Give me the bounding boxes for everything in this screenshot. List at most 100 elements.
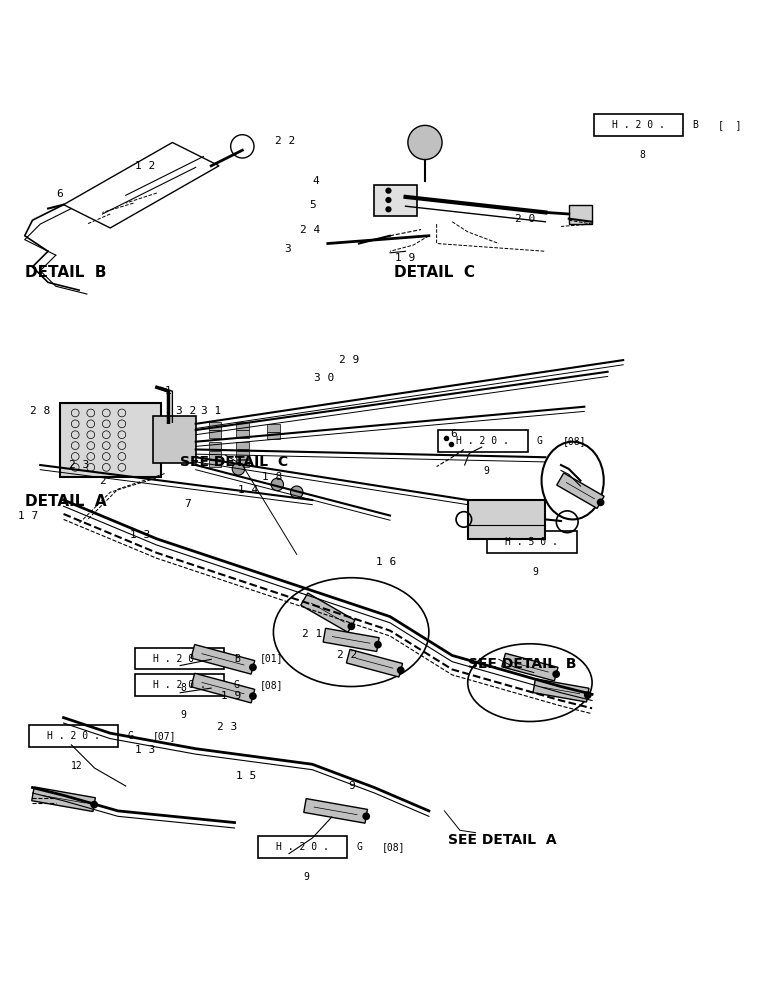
Polygon shape: [32, 787, 95, 812]
FancyBboxPatch shape: [468, 500, 545, 539]
Text: 8: 8: [181, 683, 186, 693]
Polygon shape: [303, 799, 367, 823]
Circle shape: [90, 801, 98, 809]
Text: 6: 6: [56, 189, 63, 199]
Text: 1 3: 1 3: [135, 745, 155, 755]
Text: 3 1: 3 1: [201, 406, 222, 416]
Circle shape: [385, 206, 392, 212]
Circle shape: [249, 663, 257, 671]
Text: B: B: [234, 654, 239, 664]
FancyBboxPatch shape: [236, 451, 249, 459]
Polygon shape: [301, 593, 355, 632]
Text: DETAIL  A: DETAIL A: [25, 494, 106, 509]
Text: 2 3: 2 3: [217, 722, 237, 732]
Text: B: B: [693, 120, 698, 130]
Polygon shape: [557, 473, 604, 508]
Polygon shape: [533, 679, 589, 702]
Text: 2 0: 2 0: [515, 214, 535, 224]
Text: H . 2 0 .: H . 2 0 .: [47, 731, 100, 741]
Text: 1 8: 1 8: [262, 472, 282, 482]
Text: G: G: [356, 842, 363, 852]
FancyBboxPatch shape: [209, 451, 222, 459]
Circle shape: [385, 188, 392, 194]
Circle shape: [584, 691, 592, 699]
Text: 4: 4: [313, 176, 320, 186]
FancyBboxPatch shape: [209, 422, 222, 430]
Text: 6: 6: [450, 429, 457, 439]
Text: 1 5: 1 5: [236, 771, 257, 781]
Text: 9: 9: [348, 781, 355, 791]
Text: H . 2 0 .: H . 2 0 .: [612, 120, 665, 130]
Text: 3 2: 3 2: [176, 406, 197, 416]
Text: G: G: [127, 731, 133, 741]
FancyBboxPatch shape: [135, 648, 225, 669]
Text: SEE DETAIL  C: SEE DETAIL C: [180, 455, 289, 469]
FancyBboxPatch shape: [236, 430, 249, 438]
FancyBboxPatch shape: [438, 430, 527, 452]
Text: 1 3: 1 3: [129, 530, 150, 540]
Text: H . 5 0 .: H . 5 0 .: [505, 537, 558, 547]
Text: 1 2: 1 2: [135, 161, 155, 171]
Text: 2 2: 2 2: [275, 136, 295, 146]
Text: 2 8: 2 8: [30, 406, 51, 416]
Text: [08]: [08]: [260, 680, 283, 690]
Circle shape: [397, 666, 405, 674]
Text: 2 3: 2 3: [69, 460, 89, 470]
Text: DETAIL  C: DETAIL C: [394, 265, 475, 280]
Text: 1 6: 1 6: [376, 557, 396, 567]
Text: G: G: [234, 680, 239, 690]
Circle shape: [271, 478, 283, 491]
Text: 3 0: 3 0: [314, 373, 334, 383]
FancyBboxPatch shape: [258, 836, 347, 858]
Text: 1 4: 1 4: [239, 485, 259, 495]
FancyBboxPatch shape: [268, 432, 280, 439]
Circle shape: [597, 498, 604, 506]
Circle shape: [290, 486, 303, 498]
FancyBboxPatch shape: [153, 416, 196, 463]
FancyBboxPatch shape: [268, 424, 280, 432]
Circle shape: [348, 622, 355, 630]
Polygon shape: [502, 653, 558, 681]
Text: 9: 9: [484, 466, 490, 476]
Text: 2: 2: [99, 476, 106, 486]
Text: 2 9: 2 9: [339, 355, 360, 365]
Text: 5: 5: [309, 200, 316, 210]
Circle shape: [385, 197, 392, 203]
Polygon shape: [346, 649, 402, 677]
Text: H . 2 0 .: H . 2 0 .: [154, 680, 206, 690]
Text: 1 9: 1 9: [395, 253, 416, 263]
Circle shape: [249, 692, 257, 700]
FancyBboxPatch shape: [488, 531, 576, 553]
FancyBboxPatch shape: [374, 185, 417, 216]
Text: 1: 1: [165, 386, 172, 396]
FancyBboxPatch shape: [209, 430, 222, 438]
Text: [07]: [07]: [153, 731, 176, 741]
Text: 2 4: 2 4: [300, 225, 320, 235]
FancyBboxPatch shape: [569, 205, 592, 224]
Text: 9: 9: [533, 567, 539, 577]
Polygon shape: [191, 673, 255, 703]
FancyBboxPatch shape: [209, 442, 222, 449]
FancyBboxPatch shape: [236, 422, 249, 430]
Text: 12: 12: [71, 761, 83, 771]
Polygon shape: [323, 628, 379, 652]
Polygon shape: [191, 645, 255, 674]
Text: [08]: [08]: [562, 436, 586, 446]
Text: [01]: [01]: [260, 654, 283, 664]
Text: 7: 7: [185, 499, 191, 509]
Circle shape: [408, 125, 442, 160]
FancyBboxPatch shape: [209, 460, 222, 467]
Text: 2 1: 2 1: [302, 629, 322, 639]
Circle shape: [552, 670, 560, 678]
FancyBboxPatch shape: [236, 442, 249, 449]
Text: H . 2 0 .: H . 2 0 .: [456, 436, 509, 446]
Circle shape: [232, 463, 245, 475]
Circle shape: [363, 812, 370, 820]
Text: 8: 8: [640, 150, 645, 160]
Text: 1 7: 1 7: [19, 511, 39, 521]
FancyBboxPatch shape: [236, 460, 249, 467]
Text: [  ]: [ ]: [718, 120, 742, 130]
FancyBboxPatch shape: [60, 403, 161, 477]
Text: G: G: [537, 436, 543, 446]
Text: 3: 3: [284, 244, 291, 254]
